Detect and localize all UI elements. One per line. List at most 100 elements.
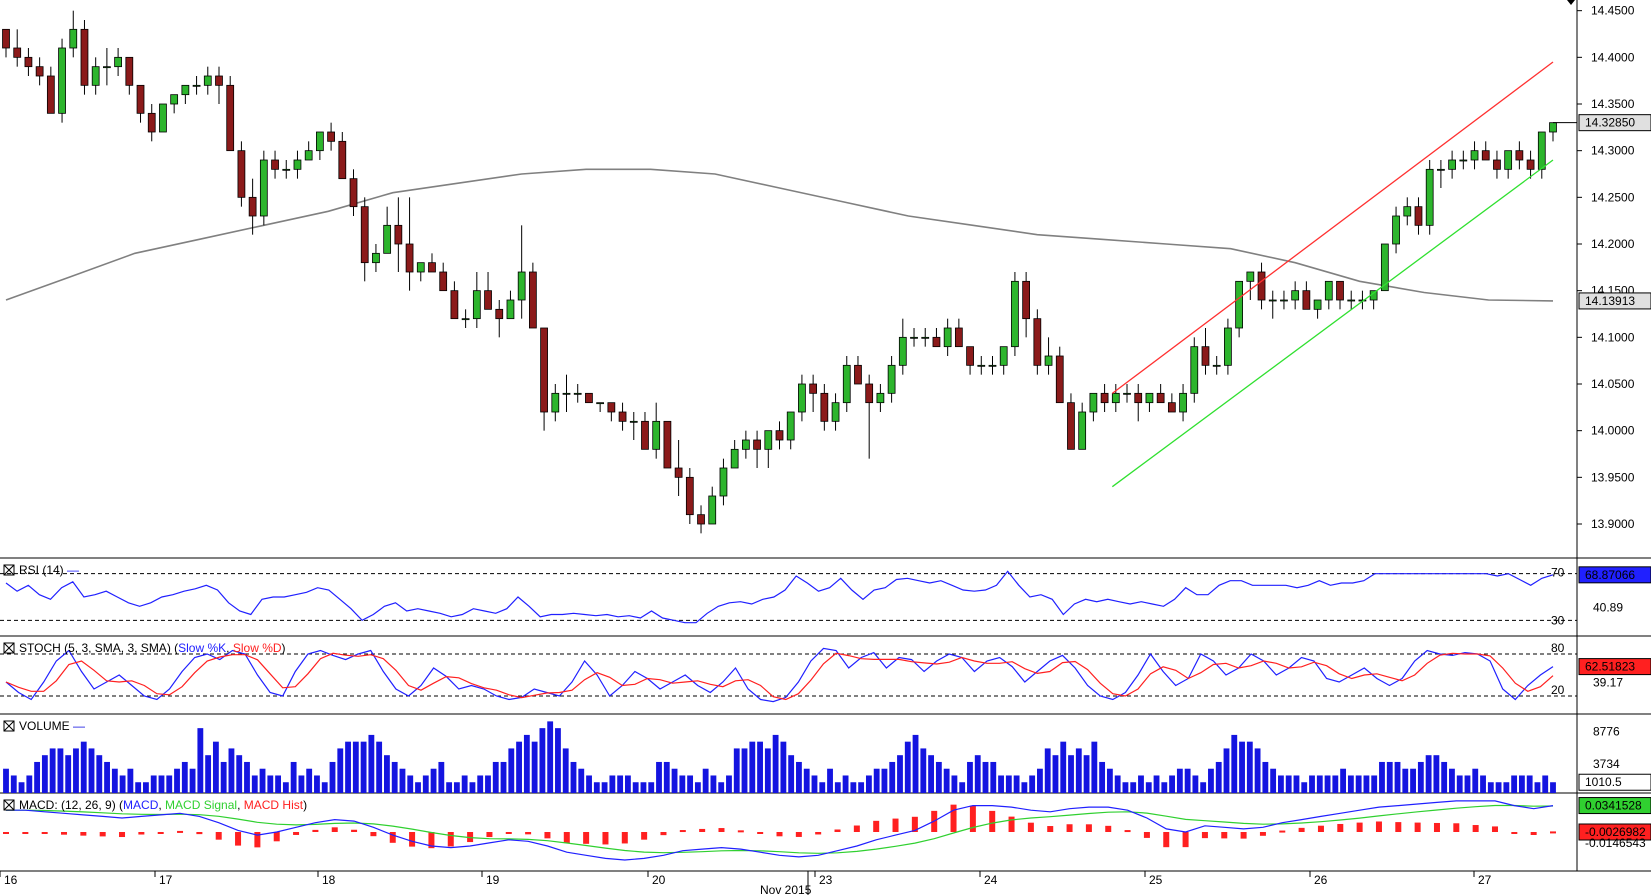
volume-bar: [1301, 782, 1308, 793]
volume-bar: [407, 775, 414, 793]
candle-body: [1089, 392, 1098, 413]
candle-body: [1078, 411, 1087, 450]
volume-bar: [18, 782, 25, 793]
panel-toggle-icon: [3, 720, 15, 732]
candle-body: [988, 364, 997, 367]
panel-title-part: Slow %K: [178, 641, 226, 655]
x-tick-label: 17: [159, 873, 173, 887]
last-price-label: 14.32850: [1585, 116, 1635, 130]
volume-bar: [850, 782, 857, 793]
candle-body: [1302, 290, 1311, 310]
volume-bar: [1347, 775, 1354, 793]
panel-title-part: —: [67, 563, 79, 577]
volume-bar: [1340, 768, 1347, 793]
candle-body: [439, 271, 448, 292]
stoch-level-80-label: 80: [1551, 641, 1565, 655]
volume-bar: [1394, 761, 1401, 793]
volume-bar: [772, 734, 779, 793]
volume-bar: [1052, 755, 1059, 793]
volume-bar: [523, 734, 530, 793]
candle-body: [910, 336, 918, 339]
volume-bar: [228, 748, 235, 793]
macd-hist-bar: [757, 832, 764, 834]
macd-hist-bar: [1240, 832, 1247, 839]
macd-hist-bar: [3, 832, 9, 834]
x-tick-label: 18: [322, 873, 336, 887]
volume-bar: [819, 782, 826, 793]
volume-bar: [764, 748, 771, 793]
volume-bar: [422, 775, 429, 793]
candle-body: [136, 84, 145, 114]
volume-bar: [1355, 775, 1362, 793]
volume-bar: [1449, 768, 1455, 793]
macd-hist-bar: [873, 820, 880, 832]
macd-hist-bar: [1395, 822, 1402, 832]
macd-signal-value-label: -0.0026982: [1585, 825, 1646, 839]
candle-body: [887, 364, 896, 394]
volume-bar: [741, 748, 748, 793]
macd-hist-bar: [215, 832, 222, 840]
volume-bar: [796, 761, 802, 793]
macd-hist-value-label: -0.0146543: [1585, 836, 1646, 850]
panel-title-part: STOCH (5, 3, SMA, 3, SMA) (: [19, 641, 178, 655]
volume-bar: [873, 768, 880, 793]
volume-bar: [1106, 768, 1113, 793]
macd-hist-bar: [1124, 830, 1131, 833]
volume-bar: [1068, 755, 1074, 793]
candle-body: [1145, 392, 1154, 404]
candle-body: [383, 224, 392, 254]
candle-body: [450, 290, 459, 320]
macd-hist-bar: [583, 832, 590, 844]
candle-body: [1224, 327, 1232, 366]
candle-body: [954, 327, 963, 348]
candle-body: [1257, 271, 1266, 301]
volume-bar: [1316, 775, 1323, 793]
volume-bar: [656, 761, 662, 793]
candle-body: [798, 383, 806, 413]
volume-bar: [1208, 768, 1214, 793]
volume-bar: [889, 761, 896, 793]
macd-hist-bar: [1163, 832, 1170, 848]
volume-bar: [1472, 768, 1479, 793]
candle-body: [338, 140, 347, 180]
panel-title-part: VOLUME: [19, 719, 73, 733]
panel-toggle-icon: [3, 799, 15, 811]
candle-body: [764, 430, 773, 450]
panel-title-part: —: [73, 719, 85, 733]
x-tick-label: 23: [819, 873, 833, 887]
volume-bar: [1371, 775, 1378, 793]
volume-bar: [811, 775, 818, 793]
volume-bar: [500, 761, 507, 793]
candle-body: [103, 66, 111, 69]
volume-bars-group: [3, 721, 1556, 793]
candle-body: [876, 392, 885, 404]
volume-bar: [516, 741, 522, 793]
volume-bar: [1386, 761, 1393, 793]
panel-title-part: MACD: (12, 26, 9) (: [19, 798, 123, 812]
volume-bar: [1130, 782, 1137, 793]
volume-bar: [1246, 741, 1253, 793]
volume-bar: [671, 768, 678, 793]
candle-body: [1437, 168, 1445, 171]
volume-bar: [648, 782, 655, 793]
volume-bar: [329, 761, 336, 793]
volume-bar: [298, 775, 305, 793]
volume-bar: [935, 761, 942, 793]
candle-body: [898, 336, 907, 366]
macd-hist-bar: [428, 832, 435, 849]
candle-body: [159, 103, 167, 133]
volume-bar: [158, 775, 165, 793]
candle-body: [1313, 299, 1322, 310]
candle-body: [820, 392, 829, 422]
candle-body: [674, 467, 683, 478]
candle-body: [237, 150, 246, 198]
volume-bar: [531, 741, 538, 793]
volume-bar: [1363, 775, 1370, 793]
volume-bar: [967, 761, 973, 793]
volume-bar: [788, 755, 795, 793]
volume-bar: [251, 775, 258, 793]
candle-body: [1470, 150, 1479, 161]
volume-bar: [539, 728, 546, 793]
macd-hist-bar: [1356, 822, 1363, 832]
